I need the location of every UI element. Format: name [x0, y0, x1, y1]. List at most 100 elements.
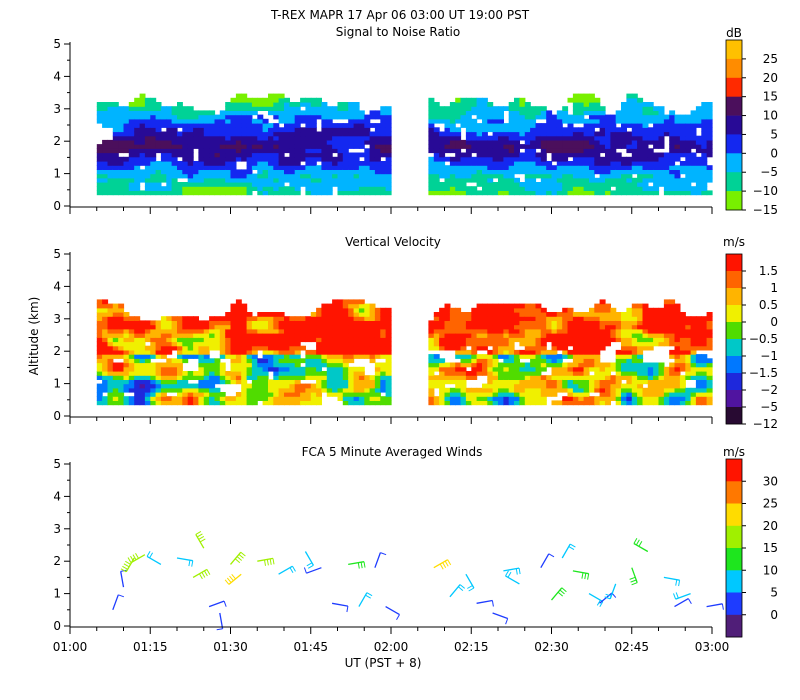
heatmap-cell — [219, 366, 226, 372]
heatmap-cell — [492, 362, 499, 368]
heatmap-cell — [631, 102, 638, 107]
heatmap-cell — [112, 139, 119, 145]
heatmap-cell — [637, 131, 644, 137]
heatmap-cell — [203, 165, 210, 170]
heatmap-cell — [155, 383, 162, 389]
heatmap-cell — [530, 341, 537, 347]
heatmap-cell — [626, 165, 633, 170]
heatmap-cell — [278, 177, 285, 183]
heatmap-cell — [551, 152, 558, 158]
heatmap-cell — [102, 182, 109, 187]
heatmap-cell — [669, 379, 676, 385]
heatmap-cell — [482, 97, 488, 103]
heatmap-cell — [102, 312, 109, 317]
heatmap-cell — [187, 341, 194, 347]
heatmap-cell — [198, 127, 205, 133]
heatmap-cell — [503, 186, 510, 191]
heatmap-cell — [310, 97, 317, 103]
heatmap-cell — [235, 169, 242, 175]
heatmap-cell — [562, 131, 569, 137]
heatmap-cell — [166, 110, 173, 116]
heatmap-cell — [321, 345, 328, 351]
heatmap-cell — [278, 169, 285, 175]
heatmap-cell — [498, 161, 504, 166]
heatmap-cell — [455, 110, 462, 116]
heatmap-cell — [107, 324, 114, 330]
heatmap-cell — [332, 303, 339, 309]
y-tick-label: 4 — [53, 69, 61, 83]
heatmap-cell — [492, 110, 499, 116]
heatmap-cell — [284, 316, 290, 321]
heatmap-cell — [695, 396, 702, 401]
heatmap-cell — [353, 324, 360, 330]
heatmap-cell — [471, 400, 478, 406]
heatmap-cell — [439, 307, 446, 313]
wind-barb-flag — [629, 576, 636, 580]
heatmap-cell — [621, 354, 627, 359]
heatmap-cell — [562, 379, 569, 385]
heatmap-cell — [310, 358, 317, 364]
heatmap-cell — [235, 186, 242, 191]
heatmap-cell — [305, 320, 312, 326]
heatmap-cell — [337, 320, 344, 326]
heatmap-cell — [380, 387, 387, 393]
heatmap-cell — [642, 173, 649, 179]
heatmap-cell — [150, 114, 157, 120]
heatmap-cell — [284, 123, 290, 128]
heatmap-cell — [626, 156, 633, 162]
heatmap-cell — [284, 131, 290, 137]
heatmap-cell — [449, 177, 456, 183]
heatmap-cell — [166, 106, 173, 111]
heatmap-cell — [257, 131, 264, 137]
heatmap-cell — [658, 152, 665, 158]
heatmap-cell — [203, 123, 210, 128]
heatmap-cell — [562, 333, 569, 338]
heatmap-cell — [471, 144, 478, 149]
heatmap-cell — [637, 127, 644, 133]
heatmap-cell — [476, 345, 483, 351]
heatmap-cell — [305, 127, 312, 133]
heatmap-cell — [508, 333, 515, 338]
heatmap-cell — [262, 144, 269, 149]
heatmap-cell — [257, 102, 264, 107]
heatmap-cell — [300, 127, 306, 133]
heatmap-cell — [556, 161, 563, 166]
heatmap-cell — [428, 186, 435, 191]
heatmap-cell — [358, 190, 365, 196]
heatmap-cell — [519, 114, 526, 120]
heatmap-cell — [284, 358, 290, 364]
heatmap-cell — [546, 169, 553, 175]
heatmap-cell — [594, 152, 601, 158]
heatmap-cell — [166, 139, 173, 145]
heatmap-cell — [530, 106, 537, 111]
heatmap-cell — [380, 345, 387, 351]
wind-barb-flag — [229, 575, 234, 582]
heatmap-cell — [637, 303, 644, 309]
panel-title: Signal to Noise Ratio — [336, 25, 460, 39]
heatmap-cell — [444, 328, 451, 334]
heatmap-cell — [235, 114, 242, 120]
heatmap-cell — [476, 169, 483, 175]
heatmap-cell — [369, 379, 376, 385]
heatmap-cell — [669, 366, 676, 372]
heatmap-cell — [166, 186, 173, 191]
heatmap-cell — [626, 358, 633, 364]
heatmap-cell — [273, 190, 280, 196]
heatmap-cell — [358, 186, 365, 191]
heatmap-cell — [214, 165, 221, 170]
heatmap-cell — [235, 118, 242, 124]
heatmap-cell — [487, 371, 494, 376]
heatmap-cell — [562, 312, 569, 317]
heatmap-cell — [198, 341, 205, 347]
heatmap-cell — [289, 375, 296, 380]
heatmap-cell — [460, 182, 467, 187]
heatmap-cell — [476, 182, 483, 187]
heatmap-cell — [182, 371, 189, 376]
heatmap-cell — [219, 333, 226, 338]
heatmap-cell — [219, 123, 226, 128]
heatmap-cell — [647, 328, 654, 334]
heatmap-cell — [155, 102, 162, 107]
heatmap-cell — [524, 148, 531, 154]
heatmap-cell — [449, 387, 456, 393]
heatmap-cell — [615, 190, 622, 196]
